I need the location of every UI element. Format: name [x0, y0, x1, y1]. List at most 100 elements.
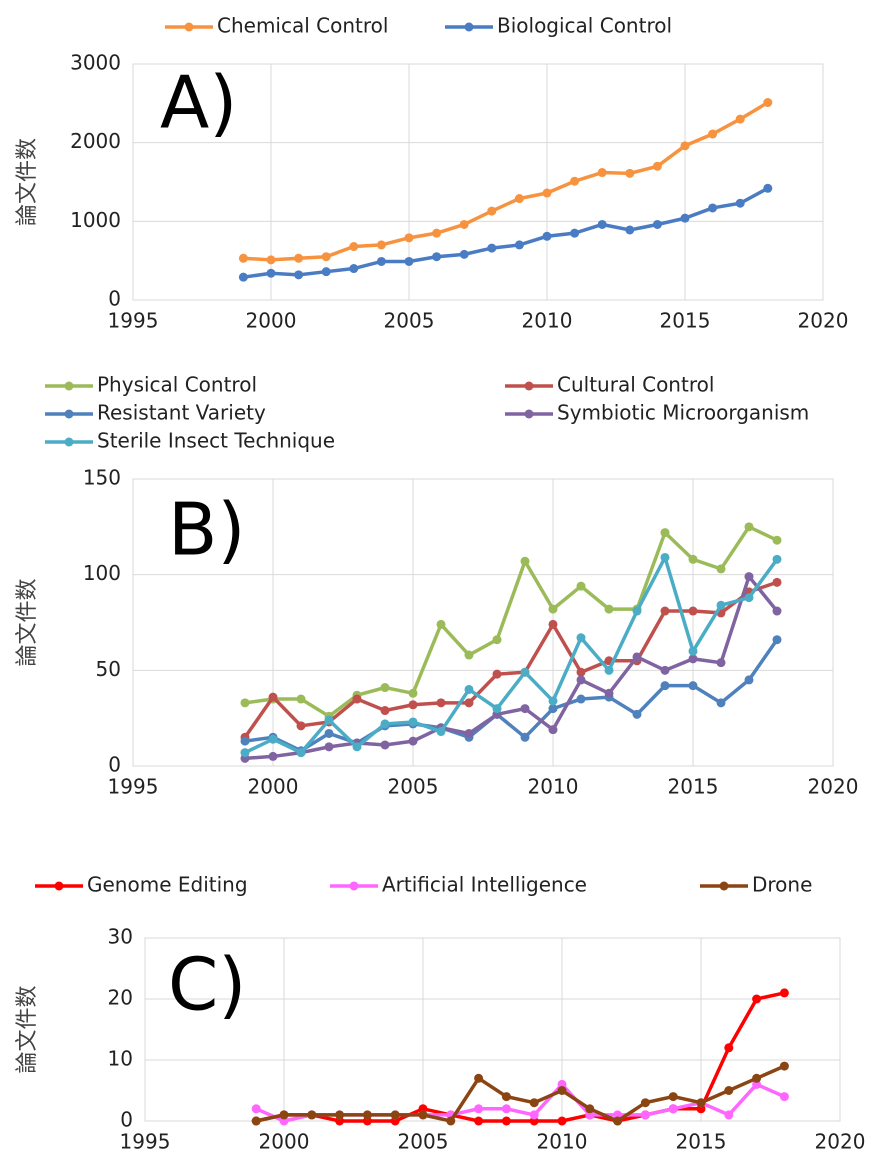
data-point [724, 1043, 734, 1053]
y-tick-label: 0 [108, 287, 121, 311]
data-point [408, 700, 418, 710]
plot-border [132, 478, 834, 767]
plot-border [144, 937, 841, 1122]
data-point [380, 740, 390, 750]
data-point [708, 203, 718, 213]
data-point [436, 698, 446, 708]
data-point [352, 742, 362, 752]
data-point [716, 564, 726, 574]
data-point [576, 675, 586, 685]
series-line [244, 552, 779, 755]
data-point [432, 228, 442, 238]
data-point [487, 206, 497, 216]
data-point [688, 554, 698, 564]
legend-marker [464, 22, 474, 32]
x-tick-label: 1995 [108, 775, 159, 799]
data-point [296, 721, 306, 731]
data-point [724, 1110, 734, 1120]
data-point [652, 219, 662, 229]
data-point [597, 168, 607, 178]
data-point [548, 704, 558, 714]
data-point [266, 255, 276, 265]
data-point [716, 698, 726, 708]
x-tick-label: 2015 [676, 1130, 727, 1154]
data-point [240, 698, 250, 708]
data-point [446, 1116, 456, 1126]
legend-marker [64, 409, 74, 419]
data-point [735, 198, 745, 208]
data-point [680, 141, 690, 151]
legend-marker [524, 409, 534, 419]
data-point [520, 732, 530, 742]
data-point [548, 604, 558, 614]
data-point [716, 658, 726, 668]
data-point [487, 243, 497, 253]
data-point [680, 213, 690, 223]
data-point [632, 652, 642, 662]
data-point [576, 633, 586, 643]
series-line [255, 1064, 786, 1123]
data-point [514, 240, 524, 250]
data-point [763, 183, 773, 193]
data-point [744, 572, 754, 582]
data-point [688, 681, 698, 691]
data-point [349, 242, 359, 252]
data-point [557, 1086, 567, 1095]
y-tick-label: 1000 [70, 208, 121, 232]
data-point [625, 225, 635, 235]
data-point [576, 667, 586, 677]
data-point [492, 669, 502, 679]
y-tick-label: 20 [108, 986, 133, 1010]
y-tick-label: 100 [83, 561, 121, 585]
data-point [529, 1098, 539, 1108]
data-point [307, 1110, 317, 1120]
data-point [542, 188, 552, 198]
data-point [251, 1104, 261, 1114]
data-point [464, 698, 474, 708]
data-point [752, 1073, 762, 1083]
data-point [376, 240, 386, 250]
data-point [660, 528, 670, 538]
y-axis-label: 論文件数 [15, 985, 40, 1073]
data-point [390, 1110, 400, 1120]
data-point [570, 176, 580, 186]
data-point [501, 1116, 511, 1126]
data-point [520, 556, 530, 566]
data-point [660, 665, 670, 675]
x-tick-label: 2005 [388, 775, 439, 799]
data-point [708, 129, 718, 139]
data-point [632, 606, 642, 616]
plot-border [132, 63, 824, 301]
legend-label: Chemical Control [217, 14, 388, 38]
data-point [464, 650, 474, 660]
data-point [459, 249, 469, 259]
data-point [380, 683, 390, 693]
y-tick-label: 0 [108, 753, 121, 777]
data-point [576, 581, 586, 591]
data-point [597, 219, 607, 229]
data-point [408, 717, 418, 727]
data-point [352, 694, 362, 704]
data-point [324, 715, 334, 725]
data-point [335, 1110, 345, 1120]
y-tick-label: 150 [83, 466, 121, 490]
y-tick-label: 10 [108, 1047, 133, 1071]
data-point [321, 267, 331, 277]
data-point [763, 98, 773, 108]
series-line [243, 580, 778, 739]
data-point [362, 1110, 372, 1120]
data-point [604, 688, 614, 698]
data-point [772, 535, 782, 545]
x-tick-label: 2000 [248, 775, 299, 799]
x-tick-label: 1995 [120, 1130, 171, 1154]
data-point [296, 748, 306, 758]
data-point [640, 1110, 650, 1120]
data-point [688, 606, 698, 616]
data-point [240, 748, 250, 758]
data-point [279, 1110, 289, 1120]
data-point [716, 600, 726, 610]
data-point [570, 228, 580, 238]
data-point [752, 994, 762, 1004]
data-point [660, 681, 670, 691]
